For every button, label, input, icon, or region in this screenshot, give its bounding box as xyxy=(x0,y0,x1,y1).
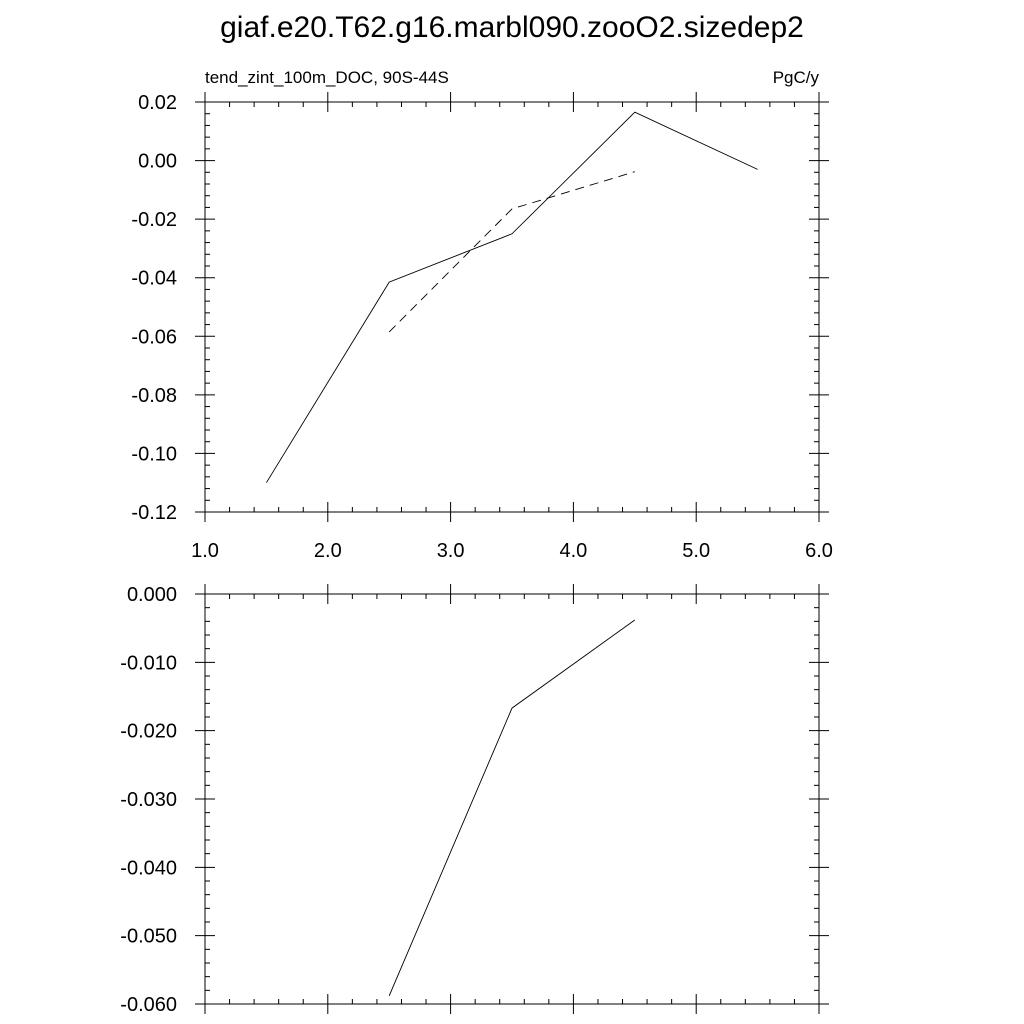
top-y-tick-label: 0.02 xyxy=(138,92,177,114)
top-x-tick-label: 4.0 xyxy=(559,540,587,562)
top-y-tick-label: -0.04 xyxy=(131,268,177,290)
bottom-y-tick-label: -0.030 xyxy=(120,789,177,811)
top-x-tick-label: 1.0 xyxy=(191,540,219,562)
top-x-axis: 1.0 2.0 3.0 4.0 5.0 6.0 xyxy=(191,92,833,562)
top-y-tick-label: 0.00 xyxy=(138,151,177,173)
top-series-dashed-line xyxy=(388,171,635,333)
top-x-tick-label: 6.0 xyxy=(805,540,833,562)
bottom-y-tick-label: -0.050 xyxy=(120,926,177,948)
bottom-series-solid-line xyxy=(388,619,636,996)
top-y-axis: 0.02 0.00 -0.02 -0.04 -0.06 -0.08 -0.10 -0.12 xyxy=(131,92,829,524)
top-y-tick-label: -0.06 xyxy=(131,326,177,348)
bottom-y-tick-label: -0.040 xyxy=(120,857,177,879)
top-plot-series xyxy=(266,111,758,483)
figure-title: giaf.e20.T62.g16.marbl090.zooO2.sizedep2 xyxy=(220,11,804,44)
top-plot-frame xyxy=(204,101,820,513)
top-panel-unit-label: PgC/y xyxy=(773,68,820,87)
top-x-tick-label: 3.0 xyxy=(437,540,465,562)
top-panel-left-label: tend_zint_100m_DOC, 90S-44S xyxy=(205,68,449,87)
top-series-solid-line xyxy=(266,111,758,483)
bottom-y-axis: 0.000 -0.010 -0.020 -0.030 -0.040 -0.050 -0.06… xyxy=(120,584,829,1016)
bottom-y-tick-label: -0.020 xyxy=(120,721,177,743)
bottom-y-tick-label: 0.000 xyxy=(127,584,177,606)
top-x-tick-label: 5.0 xyxy=(682,540,710,562)
bottom-panel: 0.000 -0.010 -0.020 -0.030 -0.040 -0.050 -0.06… xyxy=(120,584,829,1016)
bottom-y-tick-label: -0.060 xyxy=(120,994,177,1016)
top-y-tick-label: -0.10 xyxy=(131,443,177,465)
bottom-plot-frame xyxy=(204,593,820,1005)
top-y-tick-label: -0.02 xyxy=(131,209,177,231)
top-panel: tend_zint_100m_DOC, 90S-44S PgC/y 1.0 2.0… xyxy=(131,68,833,562)
bottom-plot-series xyxy=(388,619,636,996)
bottom-y-tick-label: -0.010 xyxy=(120,652,177,674)
top-x-tick-label: 2.0 xyxy=(314,540,342,562)
top-y-tick-label: -0.08 xyxy=(131,385,177,407)
top-y-tick-label: -0.12 xyxy=(131,502,177,524)
bottom-x-axis xyxy=(204,584,820,1014)
